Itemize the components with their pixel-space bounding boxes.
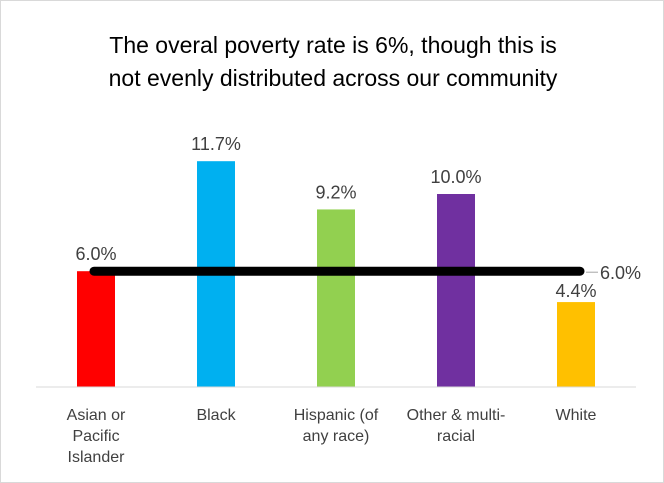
reference-line-label: 6.0%: [600, 263, 641, 283]
bar-4: [557, 302, 595, 387]
x-tick-label-line: White: [556, 407, 597, 424]
chart-title-line-2: not evenly distributed across our commun…: [108, 65, 558, 91]
x-tick-label-1: Black: [196, 407, 236, 424]
bar-0: [77, 271, 115, 387]
bar-3: [437, 194, 475, 387]
x-tick-label-line: any race): [303, 428, 370, 445]
x-tick-label-2: Hispanic (of any race): [294, 407, 379, 445]
data-label-1: 11.7%: [191, 134, 241, 154]
data-label-3: 10.0%: [430, 167, 481, 187]
x-tick-label-line: Black: [196, 407, 236, 424]
chart-title: The overal poverty rate is 6%, though th…: [1, 29, 664, 95]
x-tick-label-3: Other & multi-racial: [407, 407, 506, 445]
chart-title-line-1: The overal poverty rate is 6%, though th…: [109, 32, 557, 58]
x-tick-label-line: Pacific: [72, 428, 119, 445]
data-label-0: 6.0%: [75, 244, 116, 264]
x-tick-label-line: Asian or: [67, 407, 126, 424]
x-tick-label-4: White: [556, 407, 597, 424]
data-label-4: 4.4%: [555, 281, 596, 301]
data-label-2: 9.2%: [315, 182, 356, 202]
x-tick-label-line: Hispanic (of: [294, 407, 379, 424]
bar-2: [317, 209, 355, 387]
x-tick-label-line: Islander: [68, 449, 126, 466]
x-tick-label-line: Other & multi-: [407, 407, 506, 424]
x-tick-label-0: Asian or Pacific Islander: [67, 407, 126, 466]
x-tick-label-line: racial: [437, 428, 475, 445]
